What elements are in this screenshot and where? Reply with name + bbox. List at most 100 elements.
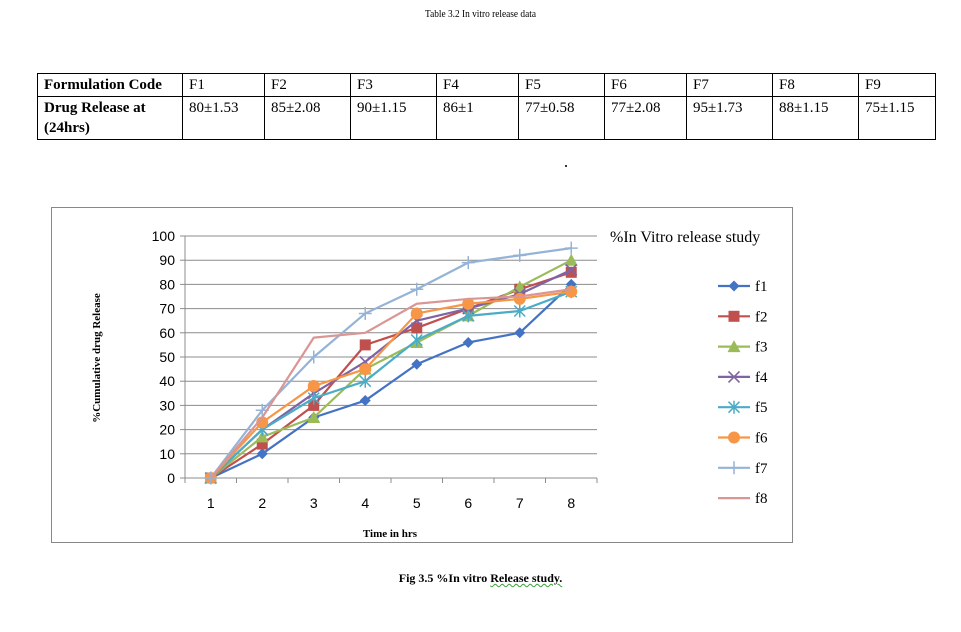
legend-item-f2: f2: [718, 309, 768, 325]
y-tick-label: 90: [159, 252, 175, 268]
data-point: [359, 395, 371, 407]
legend-item-f8: f8: [718, 491, 768, 507]
table-cell: 77±0.58: [518, 96, 605, 140]
x-tick-label: 2: [258, 495, 266, 511]
data-point: [727, 370, 741, 383]
legend-item-f4: f4: [718, 370, 768, 386]
table-cell: F7: [686, 73, 773, 97]
data-point: [727, 340, 741, 353]
data-point: [462, 297, 475, 310]
y-tick-label: 100: [152, 228, 176, 244]
x-axis-label: Time in hrs: [363, 528, 418, 540]
legend-label: f3: [755, 340, 768, 356]
table-cell: F2: [264, 73, 351, 97]
table-row: Drug Release at (24hrs) 80±1.53 85±2.08 …: [37, 96, 936, 140]
chart-axes: 0 10 20 30 40 50 60 70 80 90 100 1 2 3 4 5 6 7 8: [152, 228, 598, 511]
data-point: [411, 358, 423, 370]
data-point: [308, 399, 320, 411]
chart-legend: f1 f2 f3 f4 f5 f6 f7 f8: [718, 279, 768, 507]
legend-item-f6: f6: [718, 431, 768, 447]
series-line: [209, 290, 572, 479]
data-point: [728, 280, 740, 292]
data-point: [359, 339, 371, 351]
data-point: [256, 448, 268, 460]
y-tick-label: 60: [159, 325, 175, 341]
data-point: [727, 461, 741, 475]
y-tick-label: 40: [159, 373, 175, 389]
table-cell: 85±2.08: [264, 96, 351, 140]
x-tick-label: 8: [567, 495, 575, 511]
data-point: [565, 285, 578, 298]
legend-label: f1: [755, 279, 768, 295]
series-f7: [204, 241, 578, 485]
table-cell: 80±1.53: [182, 96, 265, 140]
table-cell: 88±1.15: [772, 96, 859, 140]
data-point: [728, 310, 740, 322]
y-tick-label: 70: [159, 301, 175, 317]
x-tick-label: 3: [310, 495, 318, 511]
legend-label: f7: [755, 461, 768, 477]
series-line: [209, 290, 572, 479]
table-cell: 77±2.08: [604, 96, 687, 140]
legend-item-f1: f1: [718, 279, 768, 295]
data-point: [727, 400, 741, 414]
series-line: [209, 247, 572, 479]
stray-dot: [565, 165, 567, 167]
x-tick-label: 5: [413, 495, 421, 511]
x-tick-label: 1: [207, 495, 215, 511]
data-point: [307, 391, 320, 405]
series-line: [210, 283, 573, 479]
series-line: [210, 259, 572, 479]
figure-caption-text: Fig 3.5 %In vitro: [398, 571, 491, 585]
data-point: [256, 438, 268, 450]
y-tick-label: 0: [167, 470, 175, 486]
data-point: [565, 266, 577, 278]
chart-title: %In Vitro release study: [610, 229, 760, 246]
data-point: [307, 350, 321, 364]
figure-caption: Fig 3.5 %In vitro Release study.: [0, 571, 961, 586]
y-tick-label: 20: [159, 422, 175, 438]
data-point: [461, 256, 475, 270]
table-cell: 75±1.15: [858, 96, 936, 140]
data-point: [462, 309, 475, 323]
chart-series: [204, 241, 578, 485]
legend-item-f3: f3: [718, 340, 768, 356]
table-cell: 86±1: [436, 96, 519, 140]
x-tick-label: 7: [516, 495, 524, 511]
series-f8: [209, 288, 572, 479]
table-cell: Formulation Code: [37, 73, 183, 97]
data-point: [728, 431, 740, 444]
x-tick-label: 4: [361, 495, 369, 511]
data-point: [411, 322, 423, 334]
table-cell: F3: [350, 73, 437, 97]
legend-label: f8: [755, 491, 768, 507]
data-point: [358, 306, 372, 320]
y-axis-label: %Cumulative drug Release: [91, 293, 103, 423]
data-point: [513, 304, 526, 318]
table-header-row: Formulation Code F1 F2 F3 F4 F5 F6 F7 F8…: [37, 73, 936, 97]
data-point: [255, 430, 269, 443]
data-point: [410, 333, 423, 347]
x-tick-label: 6: [464, 495, 472, 511]
data-point: [410, 307, 423, 320]
data-point: [564, 241, 578, 255]
table-cell: 95±1.73: [686, 96, 773, 140]
y-tick-label: 30: [159, 397, 175, 413]
data-point: [514, 327, 526, 339]
data-point: [565, 263, 578, 276]
data-point: [513, 248, 527, 262]
legend-item-f7: f7: [718, 461, 768, 477]
data-point: [359, 374, 372, 388]
figure-caption-underlined: Release study.: [490, 571, 563, 585]
legend-item-f5: f5: [718, 400, 768, 416]
legend-label: f5: [755, 400, 768, 416]
table-cell: 90±1.15: [350, 96, 437, 140]
table-cell: Drug Release at (24hrs): [37, 96, 183, 140]
y-tick-label: 10: [159, 446, 175, 462]
table-cell: F9: [858, 73, 936, 97]
chart-frame: [51, 207, 793, 543]
data-point: [462, 336, 474, 348]
table-caption: Table 3.2 In vitro release data: [425, 8, 536, 20]
data-point: [307, 380, 320, 393]
